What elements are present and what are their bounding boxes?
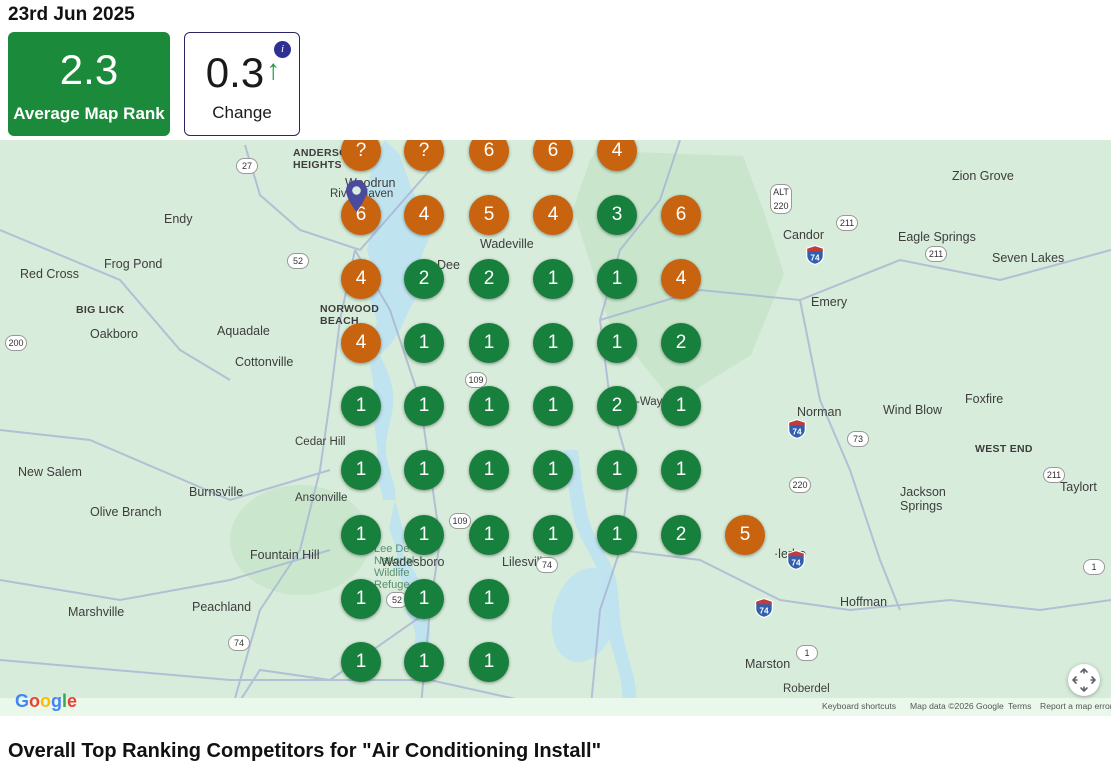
svg-text:74: 74 xyxy=(792,426,802,436)
svg-text:74: 74 xyxy=(791,557,801,567)
svg-text:74: 74 xyxy=(810,252,820,262)
svg-text:74: 74 xyxy=(759,605,769,615)
